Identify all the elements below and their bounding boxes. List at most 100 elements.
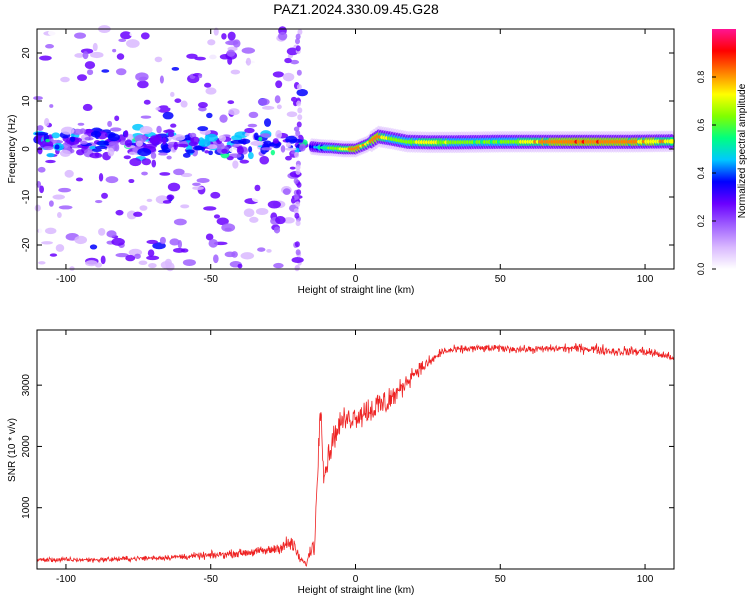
heatmap-cell: [207, 54, 218, 63]
heatmap-cell: [296, 83, 302, 90]
heatmap-cell: [69, 226, 81, 232]
heatmap-cell: [172, 203, 181, 213]
heatmap-cell: [205, 133, 218, 142]
heatmap-cell: [294, 264, 300, 271]
heatmap-cell: [227, 31, 236, 41]
heatmap-cell: [295, 164, 301, 171]
colorbar-tick-label: 0.4: [696, 167, 706, 180]
heatmap-cell: [295, 45, 301, 52]
heatmap-cell: [154, 56, 163, 63]
heatmap-cell: [263, 118, 272, 127]
heatmap-cell: [221, 223, 236, 232]
heatmap-cell: [162, 200, 172, 204]
heatmap-cell: [284, 147, 297, 151]
heatmap-cell: [296, 89, 308, 97]
heatmap-cell: [120, 169, 132, 179]
heatmap-cell: [244, 132, 250, 137]
heatmap-cell: [192, 186, 204, 191]
heatmap-cell: [227, 56, 233, 65]
heatmap-cell: [294, 241, 300, 248]
heatmap-cell: [89, 152, 103, 159]
heatmap-cell: [208, 238, 218, 248]
heatmap-cell: [231, 135, 243, 141]
heatmap-cell: [276, 104, 282, 110]
heatmap-cell: [198, 73, 203, 79]
heatmap-cell: [270, 149, 276, 156]
heatmap-cell: [157, 105, 171, 113]
x-tick-label: -100: [56, 574, 76, 585]
heatmap-cell: [74, 235, 88, 245]
x-tick-label: -50: [204, 574, 219, 585]
heatmap-cell: [248, 111, 259, 119]
heatmap-cell: [182, 152, 191, 158]
heatmap-cell: [143, 99, 151, 105]
heatmap-cell: [112, 48, 117, 53]
heatmap-cell: [70, 136, 76, 142]
x-tick-label: -100: [56, 274, 76, 285]
heatmap-cell: [46, 153, 55, 158]
heatmap-cell: [193, 145, 203, 151]
heatmap-cell: [109, 127, 122, 132]
heatmap-cell: [668, 139, 675, 144]
snr-series-layer: [36, 343, 675, 567]
heatmap-cell: [115, 68, 127, 76]
heatmap-cell: [293, 193, 299, 200]
heatmap-cell: [296, 69, 302, 76]
heatmap-cell: [107, 147, 115, 157]
heatmap-cell: [204, 82, 212, 88]
heatmap-cell: [221, 148, 228, 154]
heatmap-cell: [275, 216, 286, 225]
snr-x-label: Height of straight line (km): [298, 585, 415, 596]
heatmap-cell: [173, 247, 186, 253]
heatmap-cell: [169, 238, 180, 246]
heatmap-cell: [241, 47, 256, 54]
heatmap-cell: [232, 160, 239, 169]
heatmap-cell: [257, 98, 270, 106]
heatmap-cell: [74, 32, 87, 39]
heatmap-cell: [58, 205, 73, 210]
heatmap-cell: [123, 155, 131, 160]
heatmap-cell: [273, 226, 281, 234]
heatmap-cell: [171, 66, 180, 71]
spectrogram-x-axis: -100 -50 0 50 100: [56, 29, 654, 285]
heatmap-cell: [36, 125, 44, 132]
heatmap-cell: [258, 136, 263, 142]
heatmap-cell: [162, 136, 167, 145]
heatmap-cell: [103, 59, 109, 66]
heatmap-cell: [243, 208, 255, 217]
heatmap-cell: [77, 74, 88, 82]
heatmap-cell: [158, 152, 168, 156]
heatmap-cell: [248, 152, 254, 160]
heatmap-cell: [111, 237, 125, 246]
heatmap-cell: [295, 220, 301, 227]
heatmap-cell: [229, 117, 236, 121]
y-tick-label: 1000: [21, 496, 32, 519]
heatmap-cell: [49, 104, 54, 108]
heatmap-cell: [296, 189, 302, 196]
heatmap-cell: [180, 100, 188, 108]
heatmap-cell: [149, 135, 159, 145]
heatmap-cell: [146, 239, 159, 245]
heatmap-cell: [192, 182, 201, 186]
heatmap-cell: [140, 115, 152, 119]
colorbar-gradient: [712, 29, 736, 269]
heatmap-cell: [206, 112, 213, 119]
heatmap-cell: [250, 140, 264, 146]
heatmap-cell: [285, 155, 292, 161]
heatmap-cell: [101, 69, 110, 73]
y-tick-label: 3000: [21, 374, 32, 397]
heatmap-cell: [156, 125, 162, 134]
heatmap-cell: [208, 150, 213, 156]
heatmap-cell: [107, 120, 113, 128]
heatmap-cell: [207, 39, 216, 46]
heatmap-cell: [293, 208, 299, 215]
heatmap-cell: [295, 33, 301, 40]
heatmap-cell: [137, 147, 152, 157]
heatmap-cell: [33, 96, 43, 101]
snr-background: [37, 330, 674, 569]
heatmap-cell: [106, 230, 117, 238]
heatmap-cell: [82, 51, 89, 60]
heatmap-cell: [118, 38, 127, 43]
heatmap-cell: [140, 32, 150, 40]
heatmap-cell: [244, 35, 251, 42]
